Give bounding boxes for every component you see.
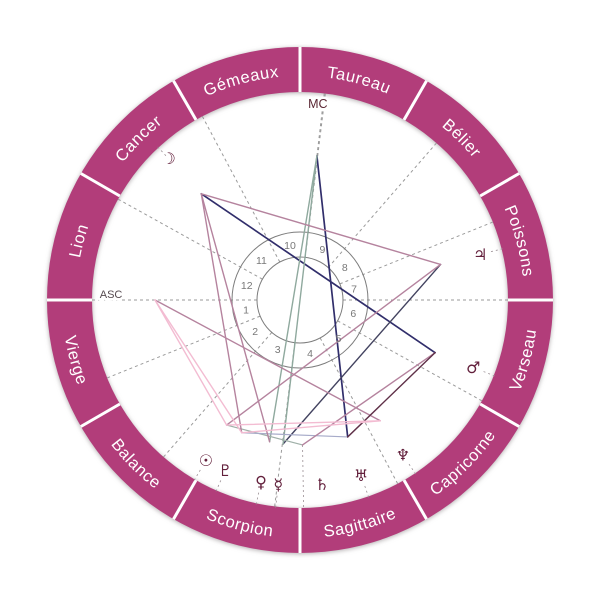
planet-pointer-pluto	[215, 480, 222, 492]
axis-lines-labels: MC ASC	[97, 93, 330, 304]
house-number-7: 7	[351, 284, 357, 296]
planet-pointer-mercury	[275, 495, 278, 508]
aspect-line-asc-neptune	[154, 299, 381, 422]
zodiac-ring-divider	[172, 80, 198, 121]
venus-icon: ♀	[255, 472, 267, 491]
uranus-icon: ♅	[354, 466, 368, 485]
aspect-line-moon-mars	[200, 192, 436, 354]
aspect-line-mars-uranus	[346, 351, 436, 438]
zodiac-ring-divider	[479, 172, 520, 198]
planet-pointer-sun	[193, 469, 201, 481]
zodiac-ring-divider	[172, 479, 198, 520]
house-number-11: 11	[256, 255, 267, 267]
planet-pointer-jupiter	[490, 248, 503, 253]
planet-pointers	[157, 146, 503, 509]
planet-glyphs: ☉ ♇ ♀ ☿ ♄ ♅ ♆ ♂ ♃ ☽	[161, 149, 487, 494]
aspect-line-mc-venus	[268, 155, 318, 443]
planet-pointer-neptune	[408, 463, 416, 475]
jupiter-icon: ♃	[473, 245, 487, 264]
house-number-4: 4	[307, 348, 313, 360]
aspect-line-mc-uranus	[316, 155, 349, 438]
mc-label: MC	[308, 97, 327, 111]
aspect-line-sun-neptune	[225, 420, 381, 426]
planet-pointer-uranus	[364, 485, 370, 498]
aspect-line-pluto-neptune	[241, 420, 381, 434]
sun-icon: ☉	[199, 451, 213, 470]
house-number-3: 3	[275, 344, 281, 356]
house-number-12: 12	[241, 280, 253, 292]
saturn-icon: ♄	[315, 475, 329, 494]
zodiac-ring	[47, 47, 553, 553]
aspect-line-mc-mercury	[282, 155, 318, 445]
zodiac-ring-divider	[479, 402, 520, 428]
house-number-5: 5	[336, 333, 342, 345]
aspect-line-jupiter-mercury	[282, 263, 442, 445]
house-number-6: 6	[350, 308, 356, 320]
house-circle	[231, 231, 369, 369]
house-number-10: 10	[284, 240, 296, 252]
planet-pointer-moon	[157, 146, 167, 156]
planet-pointer-saturn	[302, 444, 305, 509]
zodiac-ring-divider	[80, 172, 121, 198]
mc-axis-line	[316, 93, 325, 157]
house-number-8: 8	[342, 262, 348, 274]
zodiac-ring-divider	[402, 479, 428, 520]
aspect-lines	[154, 155, 442, 446]
aspect-line-asc-sun	[154, 299, 228, 426]
house-number-9: 9	[319, 244, 325, 256]
aspect-line-asc-pluto	[154, 299, 243, 434]
planet-pointer-mars	[483, 371, 495, 377]
zodiac-ring-divider	[402, 80, 428, 121]
aspect-line-moon-venus	[200, 193, 271, 443]
planet-pointer-venus	[255, 492, 260, 505]
moon-icon: ☽	[161, 149, 175, 168]
aspect-line-pluto-uranus	[241, 432, 349, 438]
aspect-line-mars-saturn	[301, 351, 436, 446]
asc-label: ASC	[100, 289, 123, 301]
mercury-icon: ☿	[273, 475, 283, 494]
house-number-1: 1	[243, 304, 249, 316]
aspect-line-jupiter-sun	[225, 263, 442, 426]
zodiac-ring-divider	[80, 402, 121, 428]
pluto-icon: ♇	[218, 461, 232, 480]
mars-icon: ♂	[466, 358, 480, 377]
neptune-icon: ♆	[396, 445, 410, 464]
house-number-2: 2	[252, 326, 258, 338]
aspect-line-moon-pluto	[200, 193, 243, 434]
aspect-line-moon-jupiter	[200, 193, 442, 266]
